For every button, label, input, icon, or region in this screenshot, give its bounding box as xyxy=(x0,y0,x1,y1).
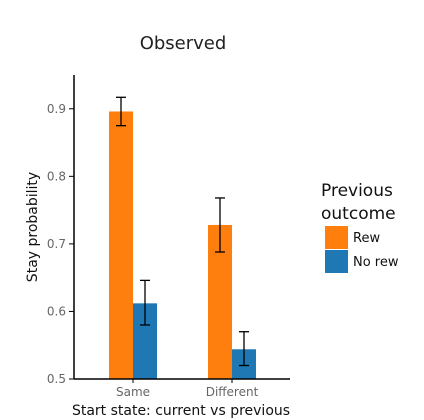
y-tick-label: 0.5 xyxy=(47,372,66,386)
legend-title-line-2: outcome xyxy=(321,204,396,224)
legend-swatch-no-rew xyxy=(325,250,348,273)
legend-swatch-rew xyxy=(325,226,348,249)
chart-title: Observed xyxy=(140,33,227,54)
bar-rew-same xyxy=(109,111,133,379)
legend-label-rew: Rew xyxy=(353,231,380,246)
y-tick-label: 0.8 xyxy=(47,169,66,183)
x-axis-label: Start state: current vs previous xyxy=(72,403,290,419)
y-axis-label: Stay probability xyxy=(25,172,41,282)
bars xyxy=(109,111,256,379)
y-tick-label: 0.6 xyxy=(47,304,66,318)
y-ticks: 0.5 0.6 0.7 0.8 0.9 xyxy=(47,102,74,386)
y-tick-label: 0.9 xyxy=(47,102,66,116)
legend-items: Rew No rew xyxy=(325,226,399,273)
error-bars xyxy=(116,96,249,367)
y-tick-label: 0.7 xyxy=(47,237,66,251)
legend-label-no-rew: No rew xyxy=(353,255,399,270)
legend-title-line-1: Previous xyxy=(321,181,393,201)
x-ticks: Same Different xyxy=(116,379,259,399)
x-tick-label-same: Same xyxy=(116,385,150,399)
legend: Previous outcome Rew No rew xyxy=(321,181,399,273)
x-tick-label-different: Different xyxy=(206,385,259,399)
